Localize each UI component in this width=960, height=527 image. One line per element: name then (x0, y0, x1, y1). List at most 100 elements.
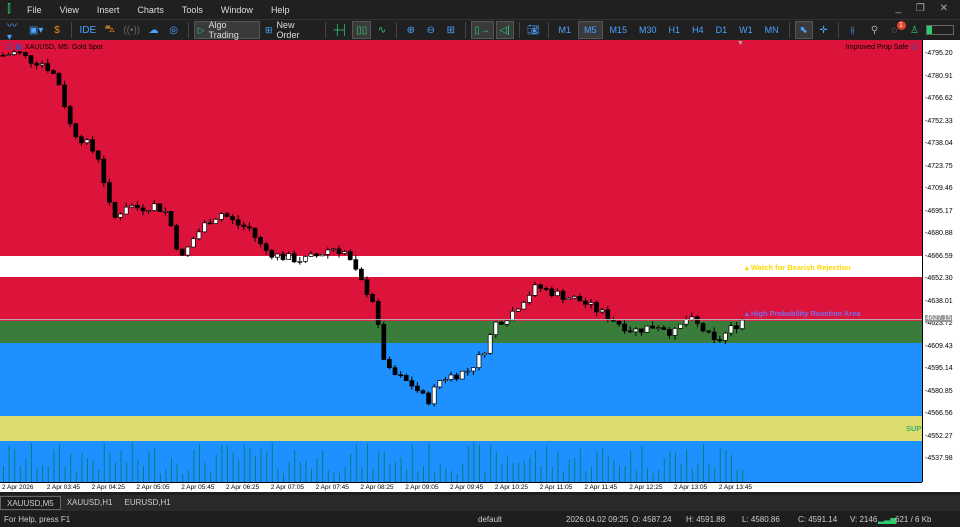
candle (90, 139, 95, 152)
candle (123, 206, 129, 215)
tab-xauusd-h1[interactable]: XAUUSD,H1 (66, 498, 113, 507)
menu-view[interactable]: View (59, 4, 79, 15)
candle (532, 284, 538, 296)
volume-bar (691, 468, 693, 482)
volume-bar (607, 455, 609, 482)
candle (549, 288, 555, 296)
chart-window[interactable]: ☰ ▦ XAUUSD, M5: Gold Spot Improved Prop … (0, 40, 960, 492)
candle (504, 320, 510, 325)
vertical-line-icon[interactable]: ⫲ (850, 24, 855, 36)
volume-bar (574, 458, 576, 482)
vps-icon[interactable]: ◎ (169, 24, 179, 36)
crosshair-icon[interactable]: ✛ (819, 24, 828, 36)
volume-bar (714, 467, 716, 482)
ide-button[interactable]: IDE (79, 24, 97, 36)
chart-shift-icon[interactable]: ◁| (495, 21, 514, 39)
menu-window[interactable]: Window (220, 4, 253, 15)
tab-eurusd-h1[interactable]: EURUSD,H1 (124, 498, 171, 507)
timeframe-w1[interactable]: W1 (739, 25, 753, 35)
volume-bar (316, 457, 318, 482)
chart-menu-icon[interactable]: ☰ (6, 44, 13, 51)
tab-xauusd-m5[interactable]: XAUUSD,M5 (0, 496, 61, 510)
menu-insert[interactable]: Insert (96, 4, 120, 15)
dollar-icon[interactable]: $ (54, 24, 60, 36)
candle (403, 375, 409, 381)
chart-plot-area[interactable]: ☰ ▦ XAUUSD, M5: Gold Spot Improved Prop … (0, 40, 922, 482)
volume-bar (120, 450, 122, 482)
volume-bar (311, 468, 312, 482)
volume-bar (109, 453, 111, 482)
timeframe-m15[interactable]: M15 (609, 25, 628, 35)
volume-bar (568, 459, 570, 482)
timeframe-m30[interactable]: M30 (639, 25, 657, 35)
volume-bar (540, 465, 542, 482)
algo-trading-label: Algo Trading (208, 20, 239, 40)
candle (269, 250, 275, 258)
bar-chart-icon[interactable]: ┼┤ (333, 24, 348, 36)
algo-trading-button[interactable]: ▷ Algo Trading (193, 20, 260, 40)
line-chart-icon[interactable]: 〰▾ (7, 21, 17, 43)
menu-charts[interactable]: Charts (137, 4, 164, 15)
cloud-icon[interactable]: ☁ (148, 24, 159, 36)
autoscroll-icon[interactable]: ▯→ (470, 21, 494, 39)
price-axis[interactable]: -4795.20 -4780.91 -4766.62 -4752.33 -4738.04… (922, 40, 960, 482)
timeframe-h4[interactable]: H4 (692, 25, 704, 35)
search-icon[interactable]: ⚲ (870, 24, 879, 36)
volume-bar (423, 466, 424, 482)
volume-bar (210, 471, 212, 482)
candle (84, 139, 90, 144)
timeframe-d1[interactable]: D1 (715, 25, 728, 35)
screenshot-icon[interactable]: 📷︎ (527, 24, 540, 36)
one-click-trading-icon[interactable]: ▦ (15, 44, 22, 51)
volume-bar (70, 453, 72, 482)
chart-template-icon[interactable]: ▣▾ (28, 24, 44, 36)
volume-bar (719, 447, 721, 482)
account-icon[interactable]: ♙ (910, 24, 919, 36)
window-controls[interactable]: _ ❐ ✕ (895, 3, 954, 14)
expert-advisor-label[interactable]: Improved Prop Safe 🎓︎ (846, 43, 919, 51)
timeframe-m1[interactable]: M1 (558, 25, 571, 35)
candle (437, 380, 443, 388)
timeframe-h1[interactable]: H1 (668, 25, 681, 35)
menu-file[interactable]: File (27, 4, 42, 15)
candle (560, 290, 566, 300)
menu-tools[interactable]: Tools (181, 4, 203, 15)
candle (381, 324, 387, 360)
volume-bar (551, 466, 553, 482)
timeframe-m5[interactable]: M5 (578, 21, 603, 39)
candle (622, 323, 627, 332)
volume-bar (299, 461, 301, 482)
new-order-button[interactable]: ⊞ New Order (262, 20, 320, 40)
time-tick: 2 Apr 04:25 (91, 484, 125, 491)
grid-icon[interactable]: ⊞ (446, 24, 456, 36)
candle (566, 297, 571, 300)
candle (499, 321, 504, 325)
zoom-out-icon[interactable]: ⊖ (426, 24, 436, 36)
traffic-text: 621 / 6 Kb (895, 515, 932, 524)
time-axis[interactable]: 2 Apr 2026 2 Apr 03:45 2 Apr 04:25 2 Apr 05… (0, 482, 922, 492)
volume-bar (92, 459, 94, 482)
market-bag-icon[interactable]: ⛍ (104, 23, 115, 35)
candle (443, 379, 448, 381)
volume-bar (137, 458, 139, 482)
cursor-icon[interactable]: ⬉ (794, 21, 813, 39)
candle (0, 54, 6, 57)
shift-marker-icon[interactable]: ▼ (737, 40, 744, 47)
volume-bar (165, 469, 167, 482)
candlestick-icon[interactable]: ▯▯ (352, 21, 371, 39)
time-tick: 2 Apr 13:05 (674, 484, 708, 491)
timeframe-mn[interactable]: MN (764, 25, 779, 35)
menu-help[interactable]: Help (270, 4, 290, 15)
notifications-icon[interactable]: ◌ 1 (886, 21, 906, 39)
zoom-in-icon[interactable]: ⊕ (406, 24, 416, 36)
line-icon[interactable]: ∿ (377, 24, 387, 36)
price-tick: -4752.33 (925, 117, 953, 125)
signals-icon[interactable]: ((•)) (123, 24, 141, 36)
candle (599, 309, 605, 313)
time-tick: 2 Apr 12:25 (629, 484, 663, 491)
volume-bar (271, 442, 273, 482)
candle (471, 367, 476, 372)
volume-bar (389, 463, 391, 482)
volume-bar (479, 444, 480, 482)
time-tick: 2 Apr 2026 (2, 484, 34, 491)
